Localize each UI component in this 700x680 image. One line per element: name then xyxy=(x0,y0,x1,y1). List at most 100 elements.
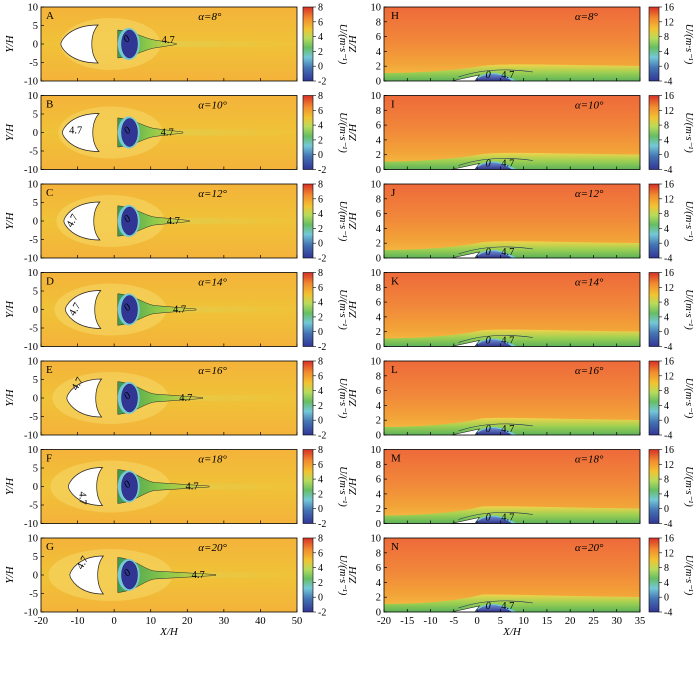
left-colorbar xyxy=(302,183,314,259)
right-ytick-label: 2 xyxy=(376,327,381,338)
left-panel-D: 4.7 0 4.7D α=14°-10-50510Y/H-202468U/(m·s⁻¹… xyxy=(4,268,348,353)
left-ytick-label: -5 xyxy=(29,324,38,335)
recirculation-zone xyxy=(121,29,138,59)
left-xtick-label: 40 xyxy=(255,616,266,627)
left-ytick-label: -5 xyxy=(29,501,38,512)
right-ytick-label: 10 xyxy=(371,357,382,368)
right-ytick-label: 0 xyxy=(376,519,381,530)
left-colorbar-tick-label: 6 xyxy=(318,371,323,382)
wake-streak xyxy=(136,395,297,401)
obstacle xyxy=(62,113,100,152)
left-colorbar-tick-label: 2 xyxy=(318,489,323,500)
left-ytick-label: -10 xyxy=(24,431,38,442)
shear-layer xyxy=(384,152,640,170)
left-ytick-label: 5 xyxy=(33,552,38,563)
right-colorbar-label: U/(m·s⁻¹) xyxy=(683,112,694,153)
right-xtick-label: 5 xyxy=(498,616,503,627)
right-ytick-label: 8 xyxy=(376,460,381,471)
right-ytick-label: 10 xyxy=(371,268,382,279)
right-colorbar-label: U/(m·s⁻¹) xyxy=(683,24,694,65)
shear-layer xyxy=(384,594,640,612)
right-colorbar-tick-label: 4 xyxy=(664,312,669,323)
right-ytick-label: 10 xyxy=(371,180,382,191)
contour-line xyxy=(458,335,533,343)
contour-label-zero: 0 xyxy=(485,601,491,612)
panel-letter: A xyxy=(46,10,54,22)
right-colorbar-tick-label: 4 xyxy=(664,47,669,58)
left-ytick-label: 10 xyxy=(28,268,39,279)
recirculation-zone xyxy=(474,162,512,170)
contour-label-upstream-4-7: 4.7 xyxy=(76,492,87,505)
left-colorbar-tick-label: 8 xyxy=(318,534,323,545)
right-colorbar-tick-label: 12 xyxy=(664,283,674,294)
left-colorbar-tick-label: 6 xyxy=(318,17,323,28)
alpha-label: α=16° xyxy=(575,365,604,377)
left-colorbar-tick-label: 4 xyxy=(318,209,323,220)
recirculation-zone xyxy=(121,472,138,501)
right-ytick-label: 8 xyxy=(376,371,381,382)
contour-label-upstream-4-7: 4.7 xyxy=(69,126,82,137)
left-ytick-label: -5 xyxy=(29,147,38,158)
contour-label-zero: 0 xyxy=(122,125,134,137)
left-ytick-label: -5 xyxy=(29,235,38,246)
contour-label-4-7: 4.7 xyxy=(501,247,514,258)
left-colorbar-tick-label: -2 xyxy=(318,519,326,530)
left-colorbar-tick-label: 8 xyxy=(318,268,323,279)
recirculation-zone xyxy=(474,339,512,347)
right-colorbar xyxy=(648,537,660,613)
panel-letter: I xyxy=(391,99,395,111)
left-ytick-label: 10 xyxy=(28,180,39,191)
left-ytick-label: 0 xyxy=(33,217,38,228)
left-colorbar-tick-label: 2 xyxy=(318,312,323,323)
left-colorbar-tick-label: 6 xyxy=(318,194,323,205)
left-colorbar-tick-label: 0 xyxy=(318,150,323,161)
right-xtick-label: 30 xyxy=(611,616,622,627)
left-panel-C: 4.7 0 4.7C α=12°-10-50510Y/H-202468U/(m·s⁻¹… xyxy=(4,180,348,265)
left-ytick-label: 10 xyxy=(28,357,39,368)
obstacle xyxy=(69,555,105,595)
right-colorbar-tick-label: -4 xyxy=(664,254,672,265)
recirculation-zone xyxy=(474,605,512,612)
alpha-label: α=18° xyxy=(575,454,604,466)
right-axes-frame xyxy=(383,360,641,436)
right-ytick-label: 6 xyxy=(376,563,381,574)
recirculation-zone xyxy=(121,560,138,590)
right-colorbar-tick-label: 8 xyxy=(664,475,669,486)
left-colorbar-tick-label: 0 xyxy=(318,239,323,250)
contour-line xyxy=(458,512,533,520)
right-colorbar-label: U/(m·s⁻¹) xyxy=(683,555,694,596)
right-y-axis-label: Z/H xyxy=(347,300,359,318)
left-colorbar-label: U/(m·s⁻¹) xyxy=(337,555,348,596)
right-y-axis-label: Z/H xyxy=(347,34,359,52)
left-colorbar-tick-label: 0 xyxy=(318,593,323,604)
left-xtick-label: -20 xyxy=(34,616,48,627)
left-ytick-label: 10 xyxy=(28,445,39,456)
right-colorbar-tick-label: 16 xyxy=(664,357,674,368)
panel-letter: K xyxy=(391,276,399,288)
panel-letter: C xyxy=(46,187,53,199)
right-ytick-label: 6 xyxy=(376,386,381,397)
right-ytick-label: 2 xyxy=(376,150,381,161)
left-ytick-label: 10 xyxy=(28,534,39,545)
left-colorbar-tick-label: 6 xyxy=(318,106,323,117)
panel-letter: M xyxy=(391,453,401,465)
upstream-halo xyxy=(48,549,173,601)
right-xtick-label: 35 xyxy=(635,616,646,627)
left-colorbar-label: U/(m·s⁻¹) xyxy=(337,466,348,507)
right-panel-H: 0 4.7 H α=8° 0 2 4 6 8 10 Z/H -4 0 4 8 12 16 U/(m·s⁻¹) xyxy=(347,3,694,88)
right-ytick-label: 6 xyxy=(376,298,381,309)
left-colorbar-tick-label: 4 xyxy=(318,475,323,486)
contour-label-zero: 0 xyxy=(485,247,491,258)
right-ytick-label: 10 xyxy=(371,91,382,102)
left-ytick-label: 0 xyxy=(33,482,38,493)
left-colorbar-tick-label: 4 xyxy=(318,563,323,574)
contour-label-zero: 0 xyxy=(485,336,491,347)
left-colorbar-tick-label: 8 xyxy=(318,357,323,368)
right-ytick-label: 2 xyxy=(376,239,381,250)
right-colorbar-tick-label: 12 xyxy=(664,548,674,559)
left-colorbar-tick-label: 0 xyxy=(318,504,323,515)
left-ytick-label: 5 xyxy=(33,198,38,209)
shear-layer xyxy=(384,329,640,347)
right-x-axis-label: X/H xyxy=(502,626,522,638)
